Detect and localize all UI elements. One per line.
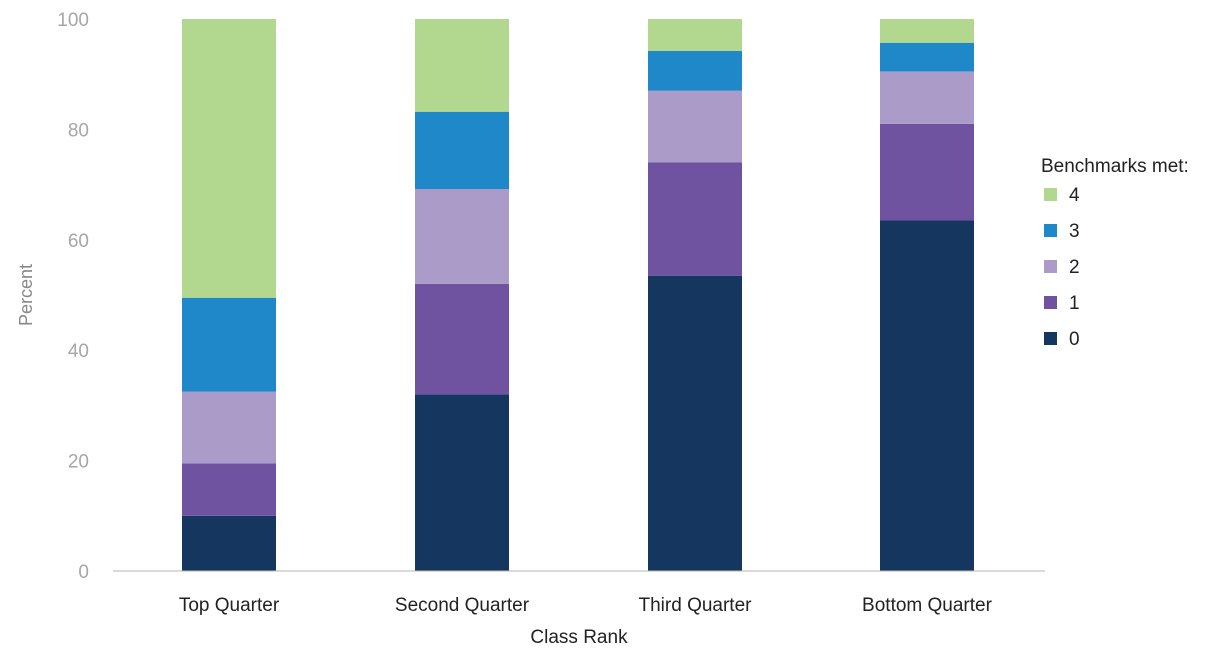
bar-segment bbox=[880, 220, 974, 572]
bar-segment bbox=[880, 42, 974, 72]
bar-segment bbox=[648, 275, 742, 571]
legend-label: 2 bbox=[1069, 257, 1080, 278]
legend-label: 1 bbox=[1069, 293, 1080, 314]
y-tick-label: 60 bbox=[68, 231, 89, 252]
bar-segment bbox=[880, 19, 974, 43]
bar-segment bbox=[880, 71, 974, 124]
bar-segment bbox=[182, 19, 276, 298]
bar-segment bbox=[415, 19, 509, 112]
x-axis-labels: Top Quarter Second Quarter Third Quarter Bo… bbox=[179, 595, 993, 616]
bar-segment bbox=[415, 394, 509, 571]
legend-swatch bbox=[1044, 188, 1057, 201]
bar-segment bbox=[182, 463, 276, 516]
legend-label: 3 bbox=[1069, 221, 1080, 242]
x-tick-label: Top Quarter bbox=[179, 595, 280, 616]
x-axis-title: Class Rank bbox=[530, 627, 628, 648]
x-tick-label: Bottom Quarter bbox=[862, 595, 993, 616]
legend-title: Benchmarks met: bbox=[1041, 156, 1189, 177]
bar-segment bbox=[182, 391, 276, 464]
bar-segment bbox=[648, 162, 742, 276]
y-tick-label: 0 bbox=[78, 562, 89, 583]
legend-swatch bbox=[1044, 296, 1057, 309]
x-tick-label: Third Quarter bbox=[639, 595, 753, 616]
bar-segment bbox=[648, 90, 742, 163]
legend-swatch bbox=[1044, 332, 1057, 345]
y-axis: 0 20 40 60 80 100 bbox=[57, 10, 89, 583]
y-tick-label: 80 bbox=[68, 120, 89, 141]
bar-segment bbox=[415, 283, 509, 395]
bar-segment bbox=[880, 123, 974, 221]
legend-swatch bbox=[1044, 260, 1057, 273]
bar-segment bbox=[415, 111, 509, 190]
bar-segment bbox=[182, 297, 276, 392]
bar-segment bbox=[648, 19, 742, 52]
bars bbox=[182, 19, 974, 572]
legend: Benchmarks met: 4 3 2 1 0 bbox=[1041, 156, 1189, 350]
y-tick-label: 20 bbox=[68, 452, 89, 473]
x-tick-label: Second Quarter bbox=[395, 595, 530, 616]
bar-segment bbox=[415, 189, 509, 284]
bar-segment bbox=[648, 51, 742, 91]
legend-label: 4 bbox=[1069, 185, 1080, 206]
y-tick-label: 100 bbox=[57, 10, 89, 31]
legend-label: 0 bbox=[1069, 329, 1080, 350]
y-axis-title: Percent bbox=[16, 264, 36, 326]
bar-segment bbox=[182, 515, 276, 571]
y-tick-label: 40 bbox=[68, 341, 89, 362]
legend-swatch bbox=[1044, 224, 1057, 237]
